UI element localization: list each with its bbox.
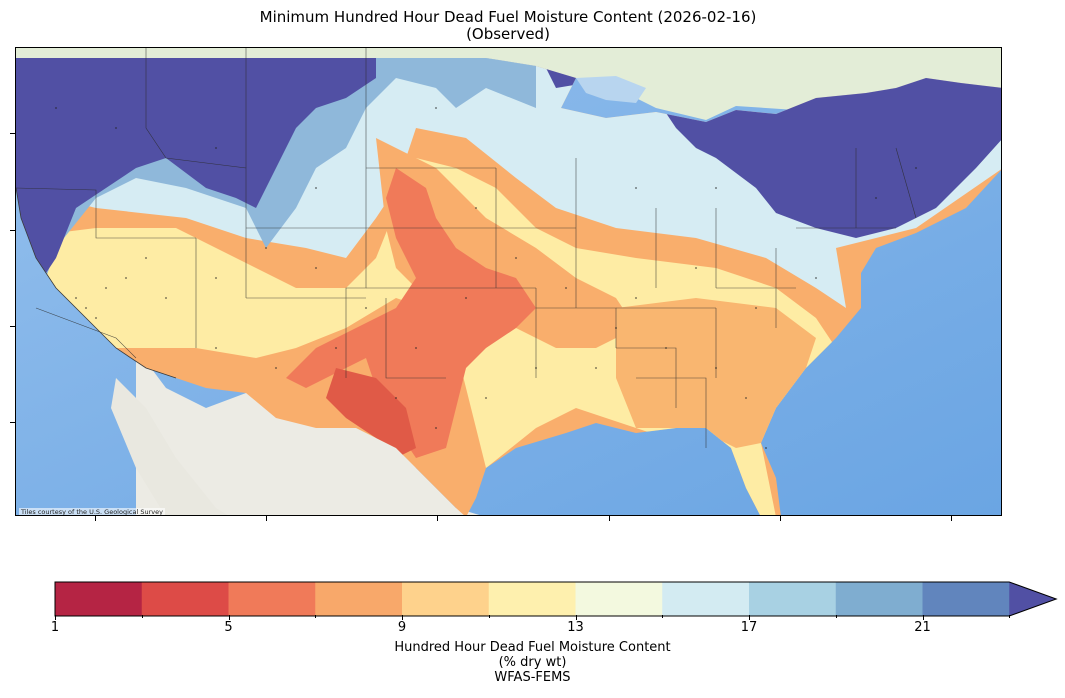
x-tick bbox=[951, 516, 952, 521]
colorbar-source: WFAS-FEMS bbox=[494, 670, 571, 685]
x-tick bbox=[780, 516, 781, 521]
colorbar-tick-label: 13 bbox=[567, 620, 584, 635]
colorbar-bin bbox=[575, 582, 663, 616]
colorbar-major-tick bbox=[402, 615, 403, 620]
map-attribution: Tiles courtesy of the U.S. Geological Su… bbox=[19, 508, 165, 516]
west-coastline bbox=[16, 187, 177, 379]
canada-land bbox=[16, 48, 1001, 138]
colorbar-bin bbox=[922, 582, 1010, 616]
colorbar-major-tick bbox=[749, 615, 750, 620]
colorbar-scale bbox=[54, 581, 1058, 617]
colorbar-major-tick bbox=[922, 615, 924, 620]
colorbar-minor-tick bbox=[315, 615, 317, 618]
colorbar-bin bbox=[402, 582, 490, 616]
x-tick bbox=[437, 516, 438, 521]
colorbar-tick-label: 5 bbox=[224, 620, 233, 635]
colorbar-bin bbox=[315, 582, 403, 616]
colorbar-tick-label: 17 bbox=[740, 620, 758, 635]
map-subtitle: (Observed) bbox=[466, 25, 550, 43]
station-points bbox=[55, 107, 917, 449]
colorbar-minor-tick bbox=[662, 615, 664, 618]
y-tick bbox=[10, 230, 15, 231]
y-tick bbox=[10, 422, 15, 423]
colorbar-minor-tick bbox=[141, 615, 143, 618]
map-title: Minimum Hundred Hour Dead Fuel Moisture … bbox=[259, 8, 757, 26]
baja-land bbox=[111, 378, 228, 515]
colorbar-tick-label: 9 bbox=[397, 620, 407, 635]
colorbar-minor-tick bbox=[488, 615, 490, 618]
colorbar-units: (% dry wt) bbox=[498, 655, 567, 670]
colorbar-bin bbox=[228, 582, 316, 616]
colorbar-label: Hundred Hour Dead Fuel Moisture Content bbox=[394, 640, 671, 655]
colorbar-major-tick bbox=[228, 615, 230, 620]
colorbar-minor-tick bbox=[1009, 615, 1011, 618]
colorbar-tick-label: 21 bbox=[914, 620, 931, 635]
colorbar-bin bbox=[749, 582, 837, 616]
colorbar-bin bbox=[55, 582, 143, 616]
y-tick bbox=[10, 326, 15, 327]
x-tick bbox=[95, 516, 96, 521]
colorbar-bin bbox=[1009, 582, 1057, 616]
colorbar-bin bbox=[662, 582, 750, 616]
colorbar-bin bbox=[141, 582, 229, 616]
colorbar-major-tick bbox=[55, 615, 56, 620]
colorbar-minor-tick bbox=[835, 615, 837, 618]
colorbar-tick-label: 1 bbox=[50, 620, 60, 635]
x-tick bbox=[609, 516, 610, 521]
colorbar-bin bbox=[488, 582, 576, 616]
colorbar-outline bbox=[54, 581, 1058, 617]
x-tick bbox=[266, 516, 267, 521]
colorbar bbox=[54, 581, 1058, 618]
y-tick bbox=[10, 133, 15, 134]
mexico-land bbox=[136, 348, 480, 515]
state-borders bbox=[16, 48, 917, 448]
colorbar-bin bbox=[835, 582, 923, 616]
map-panel[interactable]: Tiles courtesy of the U.S. Geological Su… bbox=[15, 47, 1002, 516]
fuel-moisture-map bbox=[16, 48, 1001, 515]
lake-superior bbox=[576, 76, 646, 103]
colorbar-major-tick bbox=[575, 615, 577, 620]
